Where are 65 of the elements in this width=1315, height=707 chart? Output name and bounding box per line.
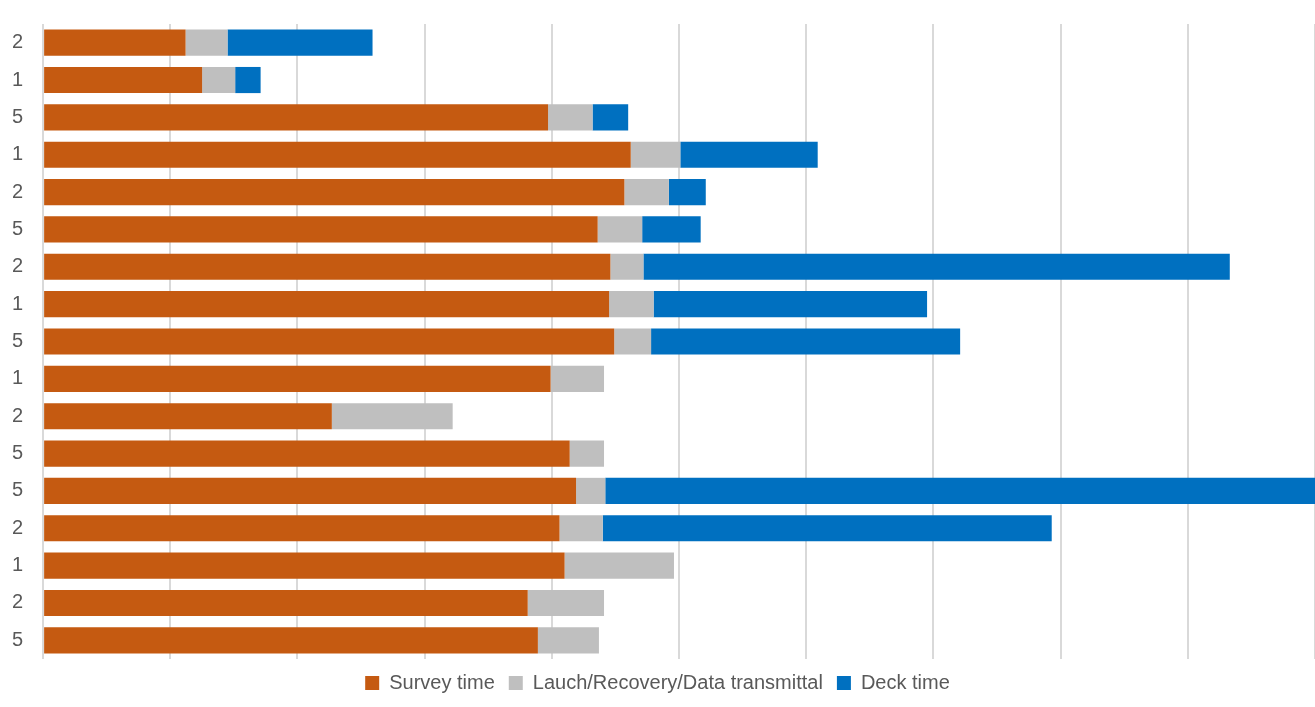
y-tick-label: 2 [12, 30, 24, 53]
bar [44, 440, 570, 467]
y-tick-label: 5 [12, 216, 24, 239]
bar [548, 104, 593, 131]
y-tick-label: 2 [12, 403, 24, 426]
bar [44, 141, 631, 168]
bar [680, 141, 818, 168]
bar [537, 627, 599, 654]
bar [668, 179, 706, 206]
legend-label: Survey time [389, 670, 495, 693]
y-tick-label: 2 [12, 515, 24, 538]
bar [643, 253, 1230, 280]
bar [550, 365, 605, 392]
bar [592, 104, 629, 131]
bar [624, 179, 669, 206]
y-tick-label: 1 [12, 366, 24, 389]
bar [564, 552, 674, 579]
legend-label: Deck time [860, 670, 950, 693]
bar [44, 104, 549, 131]
bar [630, 141, 681, 168]
bar [44, 328, 615, 355]
y-tick-label: 1 [12, 142, 24, 165]
bar [44, 29, 186, 56]
bar [202, 66, 236, 94]
bar [331, 403, 453, 430]
y-tick-label: 5 [12, 104, 24, 127]
bar [527, 589, 605, 617]
bar [602, 515, 1052, 542]
bar [569, 440, 605, 467]
y-tick-label: 1 [12, 553, 24, 576]
bar [559, 515, 603, 542]
bar [605, 477, 1315, 504]
bar [44, 477, 577, 504]
y-tick-label: 1 [12, 67, 24, 90]
bar [614, 328, 652, 355]
bar [235, 66, 261, 94]
y-tick-label: 2 [12, 254, 24, 277]
y-tick-label: 5 [12, 627, 24, 650]
bar [44, 291, 610, 318]
y-tick-label: 1 [12, 291, 24, 314]
bar [44, 253, 611, 280]
legend-label: Lauch/Recovery/Data transmittal [532, 670, 823, 693]
bar [642, 216, 701, 243]
y-tick-label: 2 [12, 179, 24, 202]
bar [44, 627, 538, 654]
bar [44, 66, 203, 94]
y-tick-label: 5 [12, 478, 24, 501]
bar [651, 328, 961, 355]
bar [653, 291, 928, 318]
bar [44, 552, 565, 579]
bar [44, 403, 332, 430]
bar [610, 253, 644, 280]
bar [227, 29, 373, 56]
y-tick-label: 5 [12, 441, 24, 464]
bar [597, 216, 643, 243]
bar [44, 515, 560, 542]
bar [44, 589, 528, 617]
bar [185, 29, 228, 56]
bar [44, 365, 551, 392]
y-tick-label: 2 [12, 590, 24, 613]
y-tick-label: 5 [12, 329, 24, 352]
bar [609, 291, 654, 318]
bar [44, 179, 625, 206]
bar [576, 477, 606, 504]
bar [44, 216, 598, 243]
